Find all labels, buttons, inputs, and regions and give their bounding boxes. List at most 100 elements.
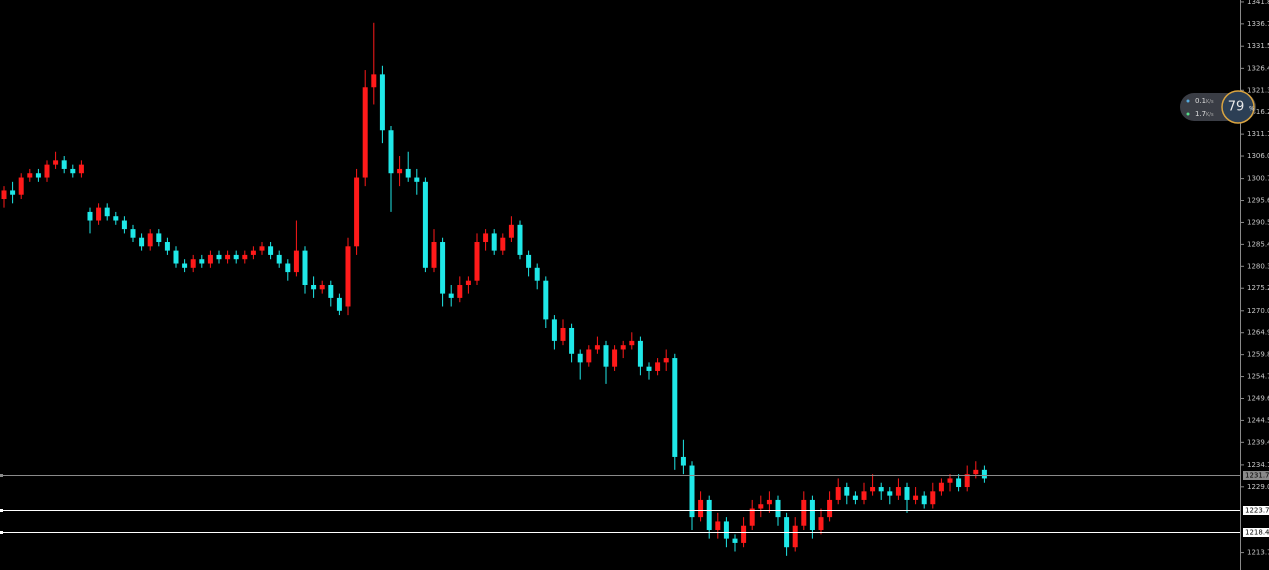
candle-body	[405, 168, 411, 178]
candle-body	[259, 246, 265, 251]
candle-body	[517, 224, 523, 255]
candle-body	[121, 220, 127, 230]
y-tick-label: 1249.60	[1247, 394, 1269, 402]
candle-body	[835, 487, 841, 500]
candle-body	[199, 259, 205, 264]
upload-unit: K/s	[1206, 99, 1214, 105]
candle-body	[130, 229, 136, 238]
candle-body	[973, 469, 979, 475]
candle-body	[250, 250, 256, 255]
y-tick-label: 1259.80	[1247, 351, 1269, 359]
download-unit: K/s	[1206, 112, 1214, 118]
candle-body	[689, 465, 695, 518]
y-tick-label: 1280.35	[1247, 262, 1269, 270]
candle-body	[285, 263, 291, 273]
candle-body	[474, 242, 480, 281]
candle-body	[913, 495, 919, 500]
price-line-handle	[0, 509, 3, 512]
candle-body	[242, 254, 248, 260]
candle-body	[698, 499, 704, 518]
candle-body	[801, 499, 807, 526]
candle-body	[577, 353, 583, 363]
y-tick-label: 1316.20	[1247, 108, 1269, 116]
candle-body	[956, 478, 962, 488]
price-line-label: 1223.75	[1245, 507, 1269, 515]
y-tick-label: 1300.75	[1247, 175, 1269, 183]
candle-body	[904, 487, 910, 500]
y-tick-label: 1229.05	[1247, 483, 1269, 491]
candle-body	[216, 254, 222, 260]
price-line-label: 1231.75	[1245, 472, 1269, 480]
candle-body	[104, 207, 110, 217]
y-tick-label: 1321.30	[1247, 86, 1269, 94]
candle-body	[895, 487, 901, 496]
candle-body	[594, 345, 600, 350]
candle-body	[629, 340, 635, 346]
y-tick-label: 1213.75	[1247, 549, 1269, 557]
price-line-label-bg	[1243, 471, 1269, 480]
candle-body	[293, 250, 299, 273]
candle-body	[113, 216, 119, 221]
candle-body	[508, 224, 514, 238]
candle-body	[560, 327, 566, 341]
candle-body	[827, 499, 833, 518]
candle-body	[620, 345, 626, 350]
candle-body	[182, 263, 188, 268]
candle-body	[414, 177, 420, 182]
y-tick-label: 1234.15	[1247, 461, 1269, 469]
candle-body	[637, 340, 643, 367]
candle-body	[483, 233, 489, 243]
price-line-label-bg	[1243, 506, 1269, 515]
candle-body	[388, 130, 394, 174]
candle-body	[646, 366, 652, 371]
candle-body	[302, 250, 308, 285]
candle-body	[870, 487, 876, 492]
y-tick-label: 1331.55	[1247, 42, 1269, 50]
candle-body	[311, 285, 317, 290]
candle-body	[500, 237, 506, 251]
y-tick-label: 1306.00	[1247, 152, 1269, 160]
candle-body	[715, 521, 721, 531]
candle-body	[53, 160, 59, 165]
candle-body	[861, 491, 867, 500]
candle-body	[225, 254, 231, 260]
y-tick-label: 1336.75	[1247, 20, 1269, 28]
candle-body	[758, 504, 764, 509]
y-tick-label: 1311.10	[1247, 130, 1269, 138]
candle-body	[775, 499, 781, 518]
candle-body	[440, 242, 446, 294]
candle-body	[87, 211, 93, 221]
candle-body	[345, 246, 351, 307]
candle-body	[921, 495, 927, 505]
candle-body	[457, 285, 463, 298]
candle-body	[268, 246, 274, 255]
y-tick-label: 1270.00	[1247, 307, 1269, 315]
price-line-handle	[0, 474, 3, 477]
candle-body	[78, 164, 84, 174]
candle-body	[732, 538, 738, 543]
candle-body	[586, 349, 592, 363]
candle-body	[465, 280, 471, 285]
candle-body	[964, 474, 970, 488]
candle-body	[543, 280, 549, 320]
candle-body	[947, 478, 953, 483]
y-tick-label: 1285.45	[1247, 240, 1269, 248]
candle-body	[233, 254, 239, 260]
candle-body	[672, 358, 678, 457]
candle-body	[190, 259, 196, 268]
download-value: 1.7	[1195, 110, 1206, 118]
candle-body	[809, 499, 815, 531]
candle-body	[723, 521, 729, 539]
y-tick-label: 1254.70	[1247, 373, 1269, 381]
candle-body	[336, 297, 342, 311]
percent-sign: %	[1249, 106, 1255, 113]
candle-body	[147, 233, 153, 247]
candle-body	[207, 254, 213, 264]
plot-area	[0, 22, 1240, 556]
candle-body	[526, 254, 532, 268]
candle-body	[491, 233, 497, 251]
y-tick-label: 1244.50	[1247, 416, 1269, 424]
percent-ring	[1221, 90, 1255, 124]
candle-body	[1, 190, 7, 200]
